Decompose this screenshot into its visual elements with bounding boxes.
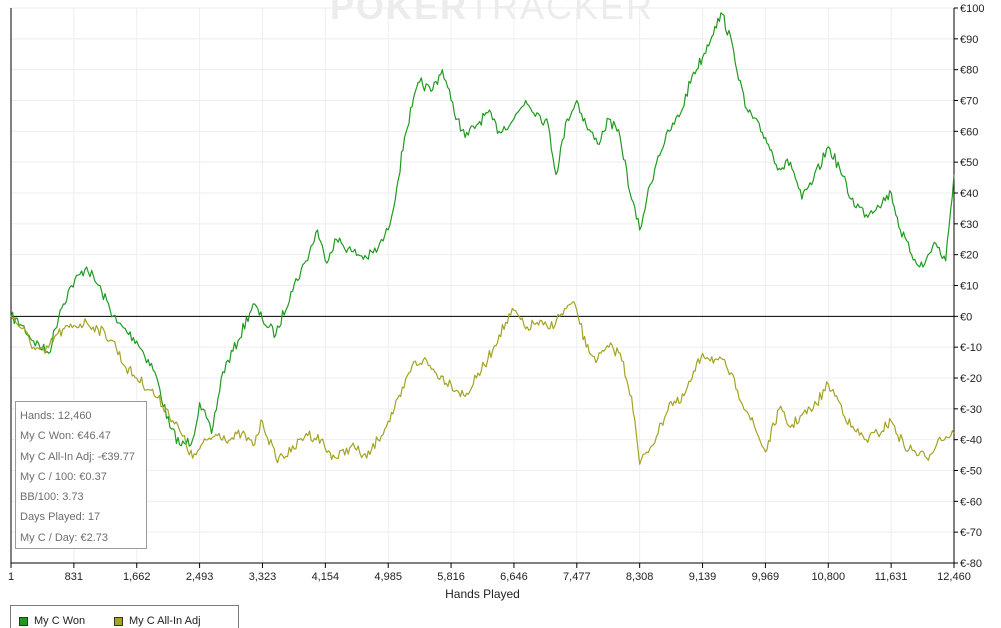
grid-lines — [10, 7, 955, 564]
y-tick-label: €30 — [960, 219, 978, 231]
x-tick-label: 2,493 — [186, 571, 214, 583]
x-tick-label: 9,969 — [752, 571, 780, 583]
x-tick-label: 6,646 — [500, 571, 528, 583]
series-line — [10, 12, 955, 447]
stats-per-day: My C / Day: €2.73 — [20, 531, 109, 544]
x-tick-label: 4,985 — [374, 571, 402, 583]
x-tick-label: 10,800 — [811, 571, 845, 583]
y-tick-label: €80 — [960, 65, 978, 77]
stats-hands: Hands: 12,460 — [20, 410, 92, 422]
x-axis-title: Hands Played — [445, 587, 520, 601]
stats-bb-100: BB/100: 3.73 — [20, 491, 84, 504]
y-tick-label: €90 — [960, 34, 978, 46]
y-tick-label: €0 — [960, 311, 972, 323]
stats-box: Hands: 12,460 My C Won: €46.47 My C All-… — [15, 401, 147, 549]
x-tick-label: 7,477 — [563, 571, 591, 583]
x-tick-label: 3,323 — [249, 571, 277, 583]
y-tick-label: €-40 — [960, 435, 982, 447]
legend-label-won: My C Won — [34, 615, 86, 627]
y-tick-label: €20 — [960, 250, 978, 262]
y-tick-label: €100 — [960, 3, 984, 15]
x-tick-label: 1,662 — [123, 571, 151, 583]
stats-per-100: My C / 100: €0.37 — [20, 470, 107, 483]
series-allin-adj — [10, 301, 955, 465]
watermark-brand-a: POKER — [330, 0, 469, 27]
legend-label-allin-adj: My C All-In Adj — [129, 615, 201, 627]
x-tick-label: 5,816 — [437, 571, 465, 583]
series-won — [10, 12, 955, 447]
y-tick-label: €-30 — [960, 404, 982, 416]
x-tick-label: 9,139 — [689, 571, 717, 583]
y-tick-label: €-50 — [960, 466, 982, 478]
y-tick-label: €-20 — [960, 373, 982, 385]
poker-tracker-watermark: POKERTRACKER — [330, 0, 654, 28]
legend-swatch-allin-adj — [114, 616, 123, 626]
x-tick-label: 4,154 — [312, 571, 340, 583]
stats-won: My C Won: €46.47 — [20, 430, 111, 443]
stats-days-played: Days Played: 17 — [20, 511, 101, 524]
y-tick-label: €-10 — [960, 342, 982, 354]
y-tick-label: €60 — [960, 126, 978, 138]
x-tick-label: 11,631 — [875, 571, 908, 583]
x-tick-label: 1 — [8, 571, 14, 583]
series-line — [10, 301, 955, 465]
legend-item-won[interactable]: My C Won — [19, 615, 85, 627]
legend-item-allin-adj[interactable]: My C All-In Adj — [114, 615, 201, 627]
y-tick-label: €50 — [960, 157, 978, 169]
watermark-brand-b: TRACKER — [468, 0, 655, 27]
x-tick-label: 12,460 — [937, 571, 971, 583]
y-tick-label: €70 — [960, 96, 978, 108]
y-tick-label: €-70 — [960, 527, 982, 539]
x-tick-label: 831 — [65, 571, 83, 583]
stats-allin-adj: My C All-In Adj: -€39.77 — [20, 450, 135, 463]
y-tick-label: €10 — [960, 281, 978, 293]
y-tick-label: €-80 — [960, 558, 982, 570]
y-tick-label: €40 — [960, 188, 978, 200]
x-tick-label: 8,308 — [626, 571, 654, 583]
chart-legend: My C Won My C All-In Adj — [10, 605, 239, 628]
legend-swatch-won — [19, 616, 28, 626]
y-tick-label: €-60 — [960, 496, 982, 508]
